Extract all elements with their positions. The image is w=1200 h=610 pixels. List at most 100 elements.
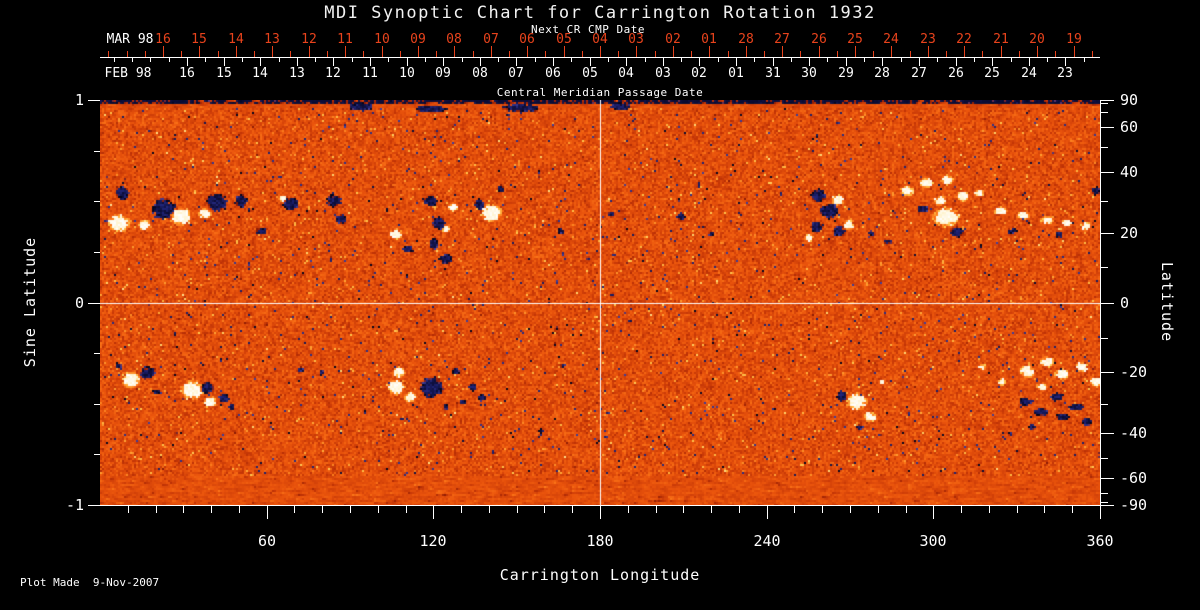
cmp-tick-label: 29	[838, 66, 854, 81]
next-cr-minor-tick	[400, 51, 401, 57]
sine-latitude-axis-title: Sine Latitude	[21, 236, 39, 368]
cmp-tick-label: 12	[325, 66, 341, 81]
cmp-tick-label: 27	[911, 66, 927, 81]
longitude-minor-tick	[572, 506, 573, 513]
carrington-longitude-axis-title: Carrington Longitude	[499, 566, 701, 584]
latitude-tick-label: -90	[1120, 496, 1148, 514]
latitude-tick	[1101, 505, 1114, 506]
next-cr-tick-label: 22	[956, 32, 972, 47]
cmp-tick	[187, 58, 188, 66]
cmp-minor-tick	[1011, 58, 1012, 62]
next-cr-minor-tick	[582, 51, 583, 57]
latitude-tick	[1101, 433, 1114, 434]
next-cr-tick-label: 06	[519, 32, 535, 47]
cmp-minor-tick	[169, 58, 170, 62]
next-cr-minor-tick	[509, 51, 510, 57]
cmp-tick	[516, 58, 517, 66]
sine-latitude-minor-tick	[94, 252, 100, 253]
latitude-minor-tick	[1101, 103, 1108, 104]
next-cr-minor-tick	[473, 51, 474, 57]
next-cr-tick	[418, 46, 419, 57]
next-cr-tick-label: 02	[665, 32, 681, 47]
cmp-tick	[1065, 58, 1066, 66]
next-cr-tick	[891, 46, 892, 57]
cmp-tick-label: 01	[728, 66, 744, 81]
cmp-tick-label: 16	[179, 66, 195, 81]
longitude-tick-label: 60	[257, 532, 277, 550]
cmp-tick-label: 25	[984, 66, 1000, 81]
sine-latitude-tick	[88, 505, 100, 506]
cmp-tick	[480, 58, 481, 66]
next-cr-tick-label: 07	[483, 32, 499, 47]
longitude-tick-label: 360	[1086, 532, 1114, 550]
longitude-minor-tick	[711, 506, 712, 513]
longitude-minor-tick	[322, 506, 323, 513]
next-cr-minor-tick	[764, 51, 765, 57]
cmp-tick	[1029, 58, 1030, 66]
longitude-minor-tick	[544, 506, 545, 513]
longitude-minor-tick	[961, 506, 962, 513]
next-cr-tick-label: 10	[374, 32, 390, 47]
latitude-tick	[1101, 478, 1114, 479]
cmp-minor-tick	[791, 58, 792, 62]
next-cr-tick-label: 20	[1029, 32, 1045, 47]
next-cr-minor-tick	[127, 51, 128, 57]
next-cr-tick-label: 09	[410, 32, 426, 47]
next-cr-tick	[199, 46, 200, 57]
cmp-tick-label: 06	[545, 66, 561, 81]
next-cr-tick-label: 26	[811, 32, 827, 47]
next-cr-minor-tick	[363, 51, 364, 57]
next-cr-minor-tick	[946, 51, 947, 57]
cmp-tick	[809, 58, 810, 66]
cmp-minor-tick	[571, 58, 572, 62]
next-cr-tick-label: 03	[628, 32, 644, 47]
latitude-minor-tick	[1101, 147, 1108, 148]
longitude-minor-tick	[656, 506, 657, 513]
next-cr-minor-tick	[982, 51, 983, 57]
longitude-minor-tick	[1017, 506, 1018, 513]
cmp-tick	[333, 58, 334, 66]
next-cr-minor-tick	[254, 51, 255, 57]
next-cr-tick-label: 19	[1066, 32, 1082, 47]
longitude-minor-tick	[1072, 506, 1073, 513]
cmp-minor-tick	[425, 58, 426, 62]
sine-latitude-tick-label: 1	[74, 91, 84, 109]
cmp-minor-tick	[352, 58, 353, 62]
next-cr-tick-label: 21	[993, 32, 1009, 47]
next-cr-minor-tick	[618, 51, 619, 57]
cmp-minor-tick	[974, 58, 975, 62]
cmp-minor-tick	[132, 58, 133, 62]
cmp-tick	[699, 58, 700, 66]
longitude-minor-tick	[183, 506, 184, 513]
latitude-axis-title: Latitude	[1158, 261, 1176, 343]
next-cr-tick-label: 14	[228, 32, 244, 47]
longitude-minor-tick	[406, 506, 407, 513]
latitude-minor-tick	[1101, 493, 1108, 494]
cmp-tick-label: 24	[1021, 66, 1037, 81]
longitude-minor-tick	[489, 506, 490, 513]
next-cr-minor-tick	[910, 51, 911, 57]
next-cr-tick-label: 25	[847, 32, 863, 47]
longitude-minor-tick	[517, 506, 518, 513]
longitude-tick-label: 300	[919, 532, 947, 550]
longitude-minor-tick	[294, 506, 295, 513]
next-cr-tick-label: 12	[301, 32, 317, 47]
next-cr-tick-label: 23	[920, 32, 936, 47]
next-cr-tick	[272, 46, 273, 57]
next-cr-minor-tick	[1019, 51, 1020, 57]
cmp-minor-tick	[608, 58, 609, 62]
latitude-minor-tick	[1101, 112, 1108, 113]
cmp-minor-tick	[205, 58, 206, 62]
latitude-minor-tick	[1101, 404, 1108, 405]
next-cr-tick	[636, 46, 637, 57]
next-cr-minor-tick	[837, 51, 838, 57]
next-cr-tick	[964, 46, 965, 57]
cmp-tick	[407, 58, 408, 66]
cmp-tick-label: 02	[691, 66, 707, 81]
next-cr-minor-tick	[728, 51, 729, 57]
next-cr-minor-tick	[181, 51, 182, 57]
latitude-tick-label: 60	[1120, 118, 1139, 136]
cmp-tick-label: 23	[1057, 66, 1073, 81]
cmp-tick	[590, 58, 591, 66]
latitude-tick-label: 90	[1120, 91, 1139, 109]
